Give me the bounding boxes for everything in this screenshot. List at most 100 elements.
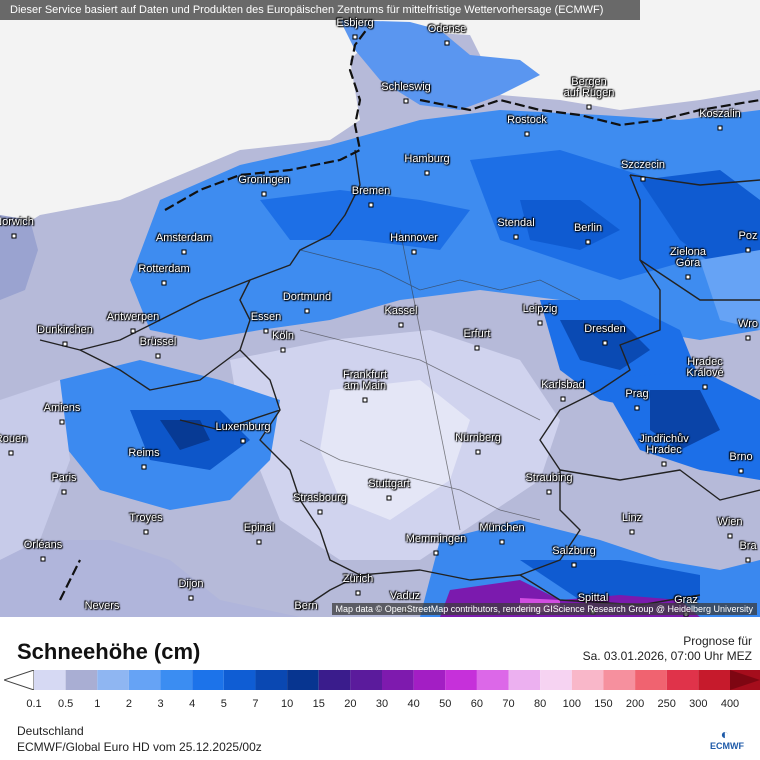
city-label: Bern [294, 600, 318, 612]
city-marker [602, 340, 608, 346]
city-marker [474, 345, 480, 351]
city-marker [717, 125, 723, 131]
city-label: Memmingen [405, 533, 467, 545]
scale-tick-label: 250 [657, 698, 676, 710]
scale-cell [413, 670, 446, 690]
city-label: Troyes [129, 512, 163, 524]
city-label: Brüssel [139, 336, 177, 348]
city-marker [161, 280, 167, 286]
city-label: Wien [717, 516, 743, 528]
map-attribution[interactable]: Map data © OpenStreetMap contributors, r… [331, 603, 757, 615]
city-label: Berlin [573, 222, 603, 234]
city-label: Stendal [497, 217, 535, 229]
city-label: Odense [427, 23, 467, 35]
scale-cell [571, 670, 604, 690]
city-marker [8, 450, 14, 456]
scale-cell [445, 670, 477, 690]
city-label: Bra [739, 540, 757, 552]
scale-tick-label: 4 [189, 698, 196, 710]
city-label: Jindřichův Hradec [639, 433, 689, 456]
city-marker [444, 40, 450, 46]
city-label: Stuttgart [368, 478, 410, 490]
city-label: Hamburg [404, 153, 450, 165]
scale-cell [350, 670, 382, 690]
scale-tick-label: 100 [562, 698, 581, 710]
city-marker [499, 539, 505, 545]
city-marker [386, 495, 392, 501]
forecast-date: Sa. 03.01.2026, 07:00 Uhr MEZ [582, 649, 752, 663]
scale-tick-label: 15 [312, 698, 325, 710]
city-label: Brno [729, 451, 753, 463]
scale-arrow-low [4, 670, 35, 690]
scale-cell [540, 670, 572, 690]
scale-cell [635, 670, 667, 690]
city-label: Poz [738, 230, 758, 242]
scale-cell [223, 670, 256, 690]
city-label: Orléans [23, 539, 63, 551]
city-marker [141, 464, 147, 470]
city-label: Rouen [0, 433, 28, 445]
city-marker [585, 239, 591, 245]
scale-tick-label: 150 [594, 698, 613, 710]
city-label: Kassel [384, 305, 418, 317]
ecmwf-banner: Dieser Service basiert auf Daten und Pro… [0, 0, 640, 20]
city-marker [685, 274, 691, 280]
city-marker [188, 595, 194, 601]
color-scale-ticks: 0.1 0.5 1 2 3 4 5 7 10 15 20 30 40 50 60 70 80 100 150 200 2… [0, 698, 760, 712]
ecmwf-logo-text: ECMWF [710, 741, 744, 751]
scale-cell [128, 670, 161, 690]
city-label: Szczecin [620, 159, 666, 171]
city-marker [475, 449, 481, 455]
scale-cell [382, 670, 414, 690]
city-label: Straubing [525, 472, 573, 484]
snow-depth-map[interactable]: Dieser Service basiert auf Daten und Pro… [0, 0, 760, 617]
city-marker [368, 202, 374, 208]
city-label: Frankfurt am Main [342, 369, 388, 392]
city-marker [586, 104, 592, 110]
city-label: Prag [625, 388, 649, 400]
scale-tick-label: 300 [689, 698, 708, 710]
city-marker [280, 347, 286, 353]
city-marker [524, 131, 530, 137]
scale-cell [508, 670, 541, 690]
scale-tick-label: 3 [157, 698, 164, 710]
city-label: Salzburg [552, 545, 596, 557]
city-marker [181, 249, 187, 255]
scale-cell [603, 670, 636, 690]
city-marker [560, 396, 566, 402]
scale-tick-label: 10 [280, 698, 294, 710]
city-marker [130, 328, 136, 334]
city-label: Leipzig [522, 303, 558, 315]
city-label: Vaduz [389, 590, 421, 602]
color-scale-bar [4, 670, 760, 690]
city-label: Nevers [84, 600, 120, 612]
city-marker [256, 539, 262, 545]
scale-cell [97, 670, 129, 690]
city-label: Paris [51, 472, 77, 484]
city-marker [546, 489, 552, 495]
scale-tick-label: 60 [470, 698, 484, 710]
city-label: Dunkirchen [37, 324, 93, 336]
city-label: Antwerpen [106, 311, 160, 323]
city-marker [661, 461, 667, 467]
city-marker [433, 550, 439, 556]
city-label: Zielona Góra [669, 246, 707, 269]
legend-title: Schneehöhe (cm) [17, 639, 201, 664]
scale-tick-label: 80 [534, 698, 547, 710]
city-label: Koszalin [699, 108, 741, 120]
city-label: Schleswig [381, 81, 431, 93]
scale-tick-label: 40 [407, 698, 420, 710]
scale-tick-label: 20 [344, 698, 357, 710]
city-label: Dresden [584, 323, 626, 335]
scale-tick-label: 400 [720, 698, 740, 710]
scale-tick-label: 200 [625, 698, 645, 710]
scale-cell [65, 670, 98, 690]
city-label: Köln [271, 330, 295, 342]
city-marker [634, 405, 640, 411]
city-label: Nürnberg [455, 432, 501, 444]
scale-cell [160, 670, 193, 690]
city-label: Dijon [178, 578, 204, 590]
city-label: München [479, 522, 525, 534]
city-marker [40, 556, 46, 562]
forecast-label: Prognose für [683, 634, 752, 648]
